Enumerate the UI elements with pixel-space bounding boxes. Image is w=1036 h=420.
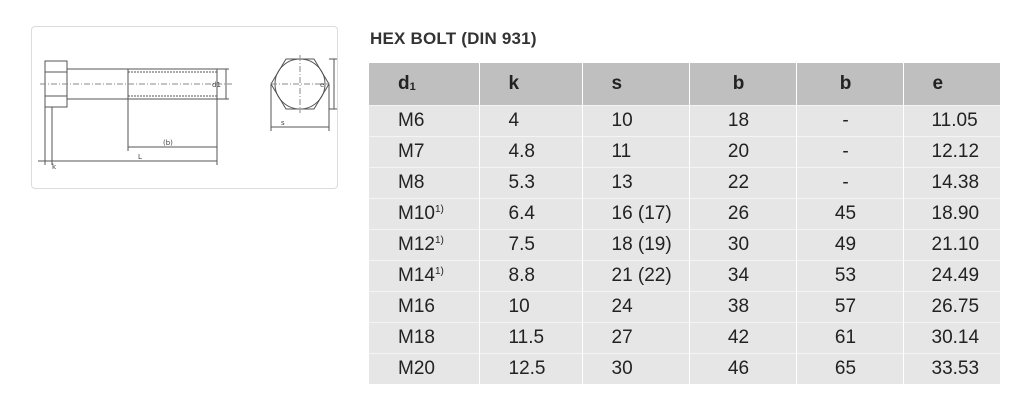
cell-s: 16 (17) <box>581 198 689 230</box>
cell-b: 34 <box>688 260 796 292</box>
cell-e: 14.38 <box>902 167 1000 199</box>
cell-b: 30 <box>688 229 796 261</box>
cell-s: 10 <box>581 105 689 137</box>
cell-d1: M101) <box>369 198 479 230</box>
table-row: M121) 7.5 18 (19) 30 49 21.10 <box>369 229 1000 261</box>
cell-d1: M20 <box>369 353 479 384</box>
cell-e: 12.12 <box>902 136 1000 168</box>
table-row: M6 4 10 18-11.05 <box>369 105 1000 137</box>
table-row: M20 12.5 30 46 65 33.53 <box>369 353 1000 384</box>
cell-s: 27 <box>581 322 689 354</box>
cell-b-long: 61 <box>795 322 903 354</box>
footnote-marker: 1) <box>434 235 444 246</box>
footnote-marker: 1) <box>434 266 444 277</box>
cell-k: 4.8 <box>478 136 582 168</box>
table-header-row: d1 k s b b e <box>369 63 1000 106</box>
cell-k: 10 <box>478 291 582 323</box>
cell-e: 11.05 <box>902 105 1000 137</box>
table-row: M7 4.8 11 20-12.12 <box>369 136 1000 168</box>
table-row: M18 11.5 27 42 61 30.14 <box>369 322 1000 354</box>
cell-d1: M18 <box>369 322 479 354</box>
col-header-e: e <box>902 63 1000 106</box>
table-row: M8 5.3 13 22-14.38 <box>369 167 1000 199</box>
cell-b: 18 <box>688 105 796 137</box>
cell-b-long: 53 <box>795 260 903 292</box>
dim-label-k: k <box>52 163 57 171</box>
cell-b: 38 <box>688 291 796 323</box>
cell-b-long: 45 <box>795 198 903 230</box>
cell-b: 20 <box>688 136 796 168</box>
dim-label-L: L <box>138 153 142 161</box>
cell-b: 22 <box>688 167 796 199</box>
col-header-b: b <box>688 63 796 106</box>
cell-k: 7.5 <box>478 229 582 261</box>
table-row: M101) 6.4 16 (17) 26 45 18.90 <box>369 198 1000 230</box>
cell-d1: M141) <box>369 260 479 292</box>
cell-k: 5.3 <box>478 167 582 199</box>
col-header-k: k <box>478 63 582 106</box>
cell-k: 8.8 <box>478 260 582 292</box>
cell-d1: M8 <box>369 167 479 199</box>
cell-s: 21 (22) <box>581 260 689 292</box>
cell-e: 30.14 <box>902 322 1000 354</box>
cell-b: 26 <box>688 198 796 230</box>
page-title: HEX BOLT (DIN 931) <box>370 29 537 48</box>
dim-label-b: (b) <box>163 139 173 147</box>
cell-s: 24 <box>581 291 689 323</box>
cell-s: 11 <box>581 136 689 168</box>
cell-k: 11.5 <box>478 322 582 354</box>
cell-b-long: 65 <box>795 353 903 384</box>
cell-k: 6.4 <box>478 198 582 230</box>
cell-e: 26.75 <box>902 291 1000 323</box>
cell-k: 4 <box>478 105 582 137</box>
table-row: M141) 8.8 21 (22) 34 53 24.49 <box>369 260 1000 292</box>
col-header-s: s <box>581 63 689 106</box>
dim-label-d1: d1 <box>212 81 221 89</box>
col-header-d1: d1 <box>369 63 479 106</box>
cell-b-long: - <box>795 136 903 168</box>
dim-label-e: e <box>320 81 324 89</box>
footnote-marker: 1) <box>434 204 444 215</box>
cell-b-long: - <box>795 105 903 137</box>
cell-b-long: 49 <box>795 229 903 261</box>
cell-b: 46 <box>688 353 796 384</box>
cell-b-long: 57 <box>795 291 903 323</box>
bolt-drawing: d1 e (b) L k s <box>31 26 338 189</box>
hex-bolt-spec-table: d1 k s b b e M6 4 10 18-11.05 M7 4.8 11 20-12.1… <box>369 63 1000 384</box>
cell-b: 42 <box>688 322 796 354</box>
cell-d1: M7 <box>369 136 479 168</box>
cell-e: 21.10 <box>902 229 1000 261</box>
cell-s: 18 (19) <box>581 229 689 261</box>
cell-e: 33.53 <box>902 353 1000 384</box>
cell-e: 24.49 <box>902 260 1000 292</box>
cell-b-long: - <box>795 167 903 199</box>
cell-d1: M6 <box>369 105 479 137</box>
table-row: M16 10 24 38 57 26.75 <box>369 291 1000 323</box>
cell-e: 18.90 <box>902 198 1000 230</box>
cell-s: 13 <box>581 167 689 199</box>
cell-k: 12.5 <box>478 353 582 384</box>
cell-d1: M16 <box>369 291 479 323</box>
col-header-b-long: b <box>795 63 903 106</box>
cell-d1: M121) <box>369 229 479 261</box>
cell-s: 30 <box>581 353 689 384</box>
dim-label-s: s <box>281 119 285 127</box>
bolt-technical-drawing: d1 e (b) L k s <box>38 55 337 171</box>
